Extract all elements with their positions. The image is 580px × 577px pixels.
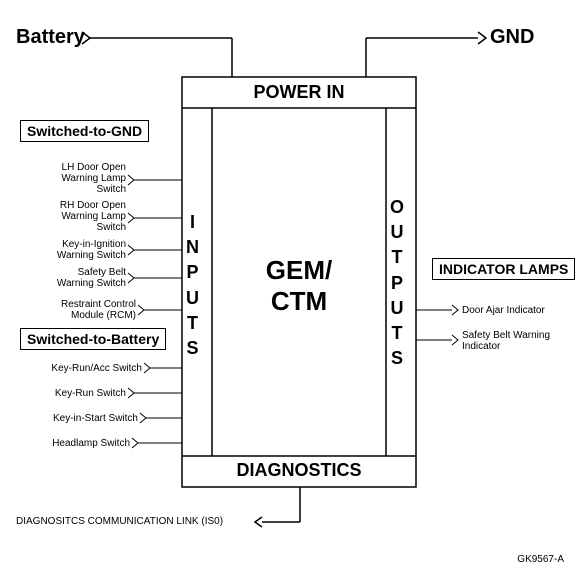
switched-to-gnd-box: Switched-to-GND (20, 120, 149, 142)
input-key-run-acc: Key-Run/Acc Switch (0, 363, 142, 374)
gnd-label: GND (490, 26, 534, 49)
input-safety-belt: Safety BeltWarning Switch (0, 267, 126, 289)
input-rcm: Restraint ControlModule (RCM) (0, 299, 136, 321)
inputs-vertical-label: INPUTS (186, 210, 199, 361)
input-headlamp: Headlamp Switch (0, 438, 130, 449)
module-title-line2: CTM (271, 286, 327, 316)
outputs-vertical-label: OUTPUTS (390, 195, 404, 371)
input-key-start: Key-in-Start Switch (0, 413, 138, 424)
output-door-ajar: Door Ajar Indicator (462, 305, 545, 316)
input-key-run: Key-Run Switch (0, 388, 126, 399)
footer-id: GK9567-A (517, 554, 564, 565)
input-key-ignition: Key-in-IgnitionWarning Switch (0, 239, 126, 261)
indicator-lamps-box: INDICATOR LAMPS (432, 258, 575, 280)
battery-label: Battery (16, 26, 85, 49)
switched-to-battery-box: Switched-to-Battery (20, 328, 166, 350)
input-lh-door: LH Door OpenWarning LampSwitch (0, 162, 126, 195)
module-title: GEM/ CTM (212, 255, 386, 317)
diagnostics-label: DIAGNOSTICS (182, 460, 416, 481)
power-in-label: POWER IN (182, 82, 416, 103)
output-safety-belt: Safety Belt WarningIndicator (462, 330, 550, 352)
module-title-line1: GEM/ (266, 255, 332, 285)
diagnostics-link-label: DIAGNOSITCS COMMUNICATION LINK (IS0) (16, 516, 223, 527)
input-rh-door: RH Door OpenWarning LampSwitch (0, 200, 126, 233)
